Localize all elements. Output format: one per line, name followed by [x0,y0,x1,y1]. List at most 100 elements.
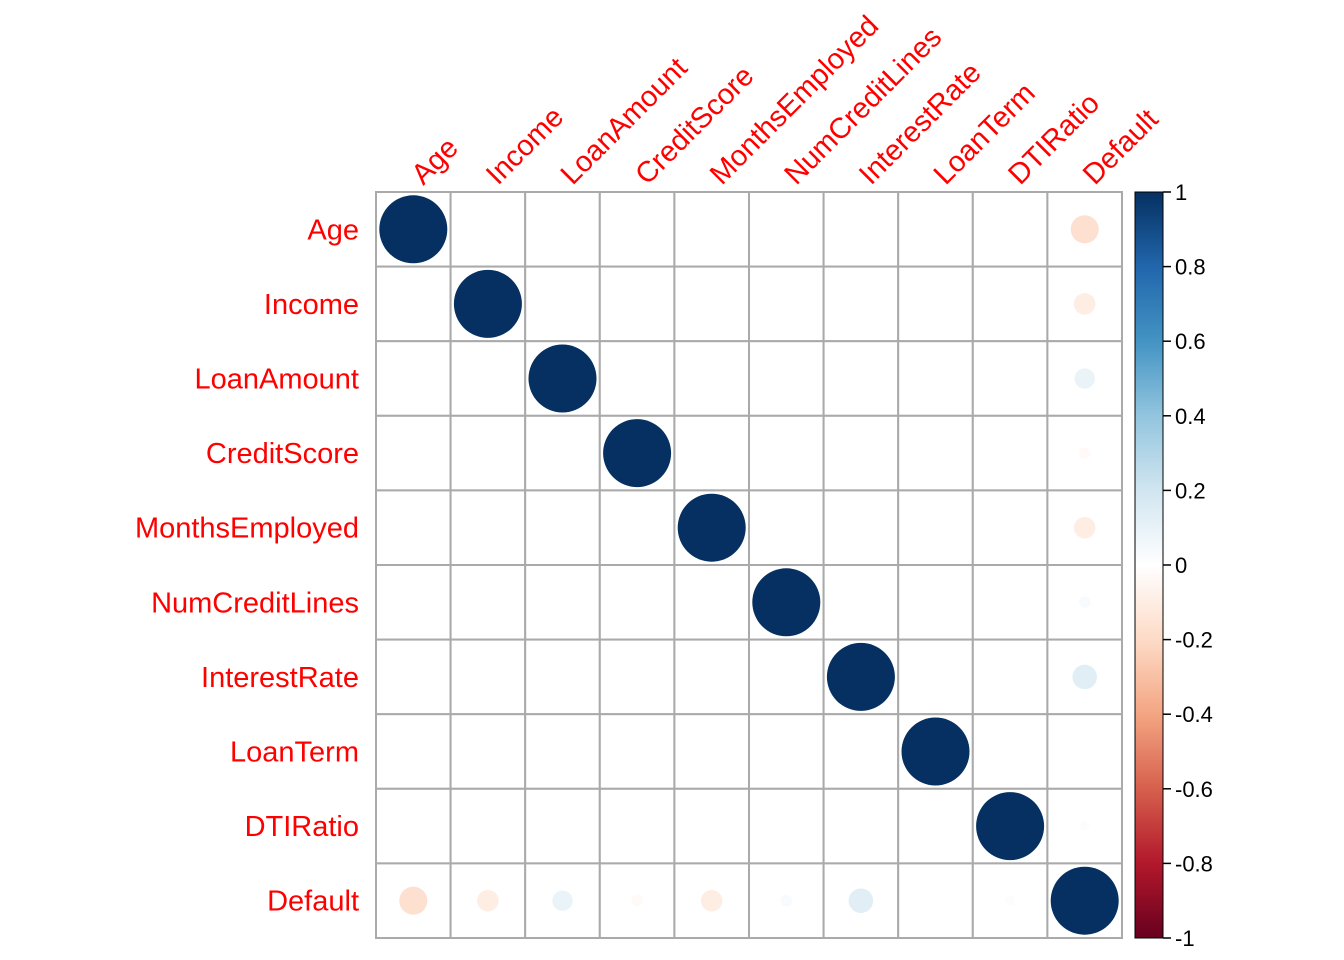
correlation-circles [379,195,1119,935]
circle-dtiratio-default [1079,821,1090,831]
cell-interestrate-loanterm [897,638,974,716]
circle-age-age [379,195,448,264]
circle-default-dtiratio [1005,895,1015,906]
cell-income-loanamount [524,265,601,343]
cell-creditscore-interestrate [822,414,900,492]
cell-loanamount-numcreditlines [748,340,825,417]
cell-income-dtiratio [971,265,1049,343]
cell-dtiratio-creditscore [598,787,676,865]
cell-loanamount-income [449,340,527,417]
cell-creditscore-dtiratio [971,414,1049,492]
cell-numcreditlines-creditscore [598,564,676,641]
colorbar-tick-label: 0.4 [1175,404,1206,429]
cell-loanterm-loanamount [524,713,601,790]
cell-loanterm-default [1046,713,1124,790]
cell-interestrate-monthsemployed [673,638,751,716]
color-legend: 1 0.8 0.6 0.4 0.2 0 -0.2 -0.4 -0.6 -0.8 -1 [1134,180,1213,951]
circle-loanamount-default [1074,368,1095,389]
column-label-loanamount: LoanAmount [555,52,694,191]
cell-dtiratio-loanamount [524,787,601,865]
circle-dtiratio-dtiratio [976,792,1045,861]
cell-dtiratio-default [1046,787,1124,865]
cell-loanterm-income [449,713,527,790]
cell-loanamount-loanterm [897,340,974,417]
matrix-cells [375,191,1124,940]
circle-default-numcreditlines [780,894,793,907]
cell-numcreditlines-monthsemployed [673,564,751,641]
cell-loanterm-monthsemployed [673,713,751,790]
cell-monthsemployed-loanamount [524,489,601,566]
cell-loanamount-interestrate [822,340,900,417]
row-labels: Age Income LoanAmount CreditScore MonthsEmpl… [135,214,359,917]
circle-default-age [399,886,428,915]
cell-loanterm-creditscore [598,713,676,790]
row-label-monthsemployed: MonthsEmployed [135,513,359,545]
circle-income-default [1073,293,1096,315]
cell-loanamount-creditscore [598,340,676,417]
cell-loanamount-monthsemployed [673,340,751,417]
cell-interestrate-creditscore [598,638,676,716]
circle-numcreditlines-numcreditlines [752,568,821,637]
circle-creditscore-creditscore [603,419,672,488]
cell-age-dtiratio [971,191,1049,268]
cell-income-interestrate [822,265,900,343]
cell-creditscore-loanamount [524,414,601,492]
cell-age-loanterm [897,191,974,268]
cell-loanterm-interestrate [822,713,900,790]
column-label-age: Age [406,132,465,191]
cell-creditscore-age [375,414,452,492]
cell-dtiratio-age [375,787,452,865]
cell-default-loanterm [897,862,974,940]
colorbar-tick-label: -0.8 [1175,851,1213,876]
colorbar-tick-label: 0.8 [1175,255,1206,280]
circle-monthsemployed-default [1073,516,1096,539]
cell-monthsemployed-interestrate [822,489,900,566]
cell-numcreditlines-loanamount [524,564,601,641]
circle-default-interestrate [848,888,874,913]
colorbar-tick-label: -0.2 [1175,628,1213,653]
circle-interestrate-default [1072,664,1097,690]
row-label-default: Default [267,886,359,918]
cell-age-monthsemployed [673,191,751,268]
row-label-dtiratio: DTIRatio [245,811,359,843]
cell-numcreditlines-loanterm [897,564,974,641]
cell-interestrate-dtiratio [971,638,1049,716]
cell-loanterm-dtiratio [971,713,1049,790]
row-label-creditscore: CreditScore [206,438,359,470]
row-label-loanamount: LoanAmount [195,364,359,396]
cell-numcreditlines-income [449,564,527,641]
circle-numcreditlines-default [1078,596,1091,609]
circle-age-default [1070,215,1099,244]
cell-creditscore-numcreditlines [748,414,825,492]
circle-monthsemployed-monthsemployed [677,493,746,562]
cell-interestrate-age [375,638,452,716]
circle-default-default [1050,866,1119,935]
circle-default-monthsemployed [700,889,723,912]
cell-monthsemployed-age [375,489,452,566]
cell-loanamount-age [375,340,452,417]
colorbar-border [1134,191,1164,939]
cell-age-creditscore [598,191,676,268]
cell-interestrate-income [449,638,527,716]
cell-monthsemployed-income [449,489,527,566]
cell-income-creditscore [598,265,676,343]
cell-income-numcreditlines [748,265,825,343]
colorbar-tick-label: 0.2 [1175,478,1206,503]
cell-dtiratio-loanterm [897,787,974,865]
colorbar-tick-label: 1 [1175,180,1187,205]
cell-income-age [375,265,452,343]
row-label-loanterm: LoanTerm [230,737,359,769]
cell-monthsemployed-loanterm [897,489,974,566]
cell-loanamount-dtiratio [971,340,1049,417]
cell-age-loanamount [524,191,601,268]
column-labels: Age IncomeLoanAmountCreditScoreMonthsEmpl… [406,10,1165,191]
column-label-income: Income [480,101,570,191]
row-label-numcreditlines: NumCreditLines [151,587,359,619]
circle-income-income [453,269,522,338]
circle-loanterm-loanterm [901,717,970,786]
cell-numcreditlines-dtiratio [971,564,1049,641]
cell-interestrate-numcreditlines [748,638,825,716]
colorbar-tick-label: -0.4 [1175,702,1213,727]
cell-dtiratio-monthsemployed [673,787,751,865]
